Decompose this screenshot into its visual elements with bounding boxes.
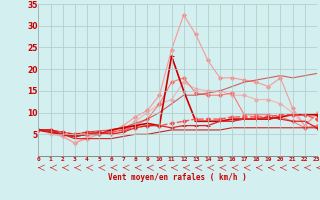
X-axis label: Vent moyen/en rafales ( km/h ): Vent moyen/en rafales ( km/h )	[108, 173, 247, 182]
